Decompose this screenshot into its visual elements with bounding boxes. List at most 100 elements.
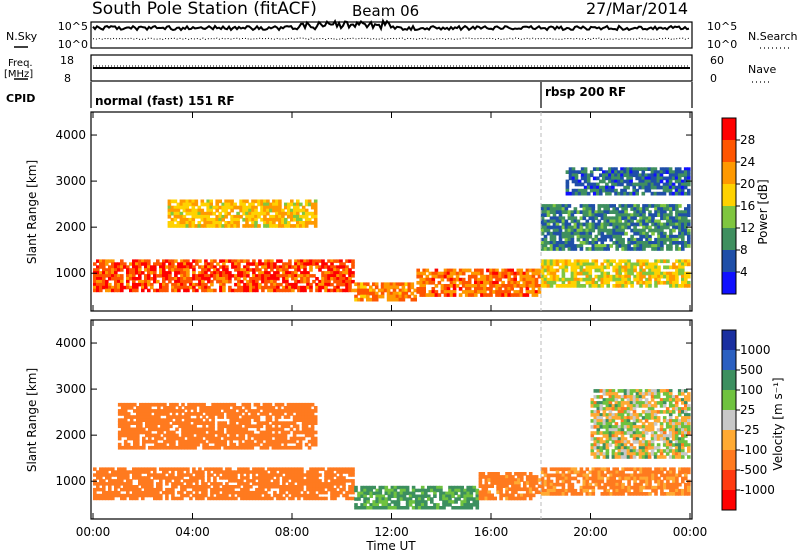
- power-marks-band-5-cell: [660, 231, 664, 236]
- power-marks-band-4-cell: [167, 211, 172, 216]
- power-marks-band-5-cell: [540, 219, 545, 224]
- power-marks-band-5-cell: [684, 228, 688, 233]
- velocity-marks-band-0-cell: [171, 473, 175, 477]
- velocity-marks-band-2-cell: [505, 496, 509, 501]
- power-marks-band-4-cell: [230, 205, 234, 210]
- velocity-marks-band-0-cell: [144, 485, 148, 489]
- power-marks-band-4-cell: [272, 224, 276, 228]
- velocity-marks-band-4-cell: [259, 439, 264, 444]
- power-marks-band-0-cell: [261, 274, 265, 278]
- velocity-marks-band-0-cell: [126, 487, 130, 492]
- power-marks-band-6-cell: [632, 188, 636, 193]
- velocity-marks-band-4-cell: [274, 442, 279, 447]
- power-marks-band-6-cell: [671, 170, 676, 174]
- power-marks-band-6-cell: [626, 191, 630, 196]
- power-marks-band-3-cell: [543, 265, 548, 270]
- velocity-marks-band-4-cell: [196, 402, 200, 407]
- power-marks-band-3-cell: [594, 280, 599, 285]
- power-marks-band-5-cell: [603, 207, 607, 211]
- velocity-marks-band-0-cell: [267, 493, 271, 498]
- power-marks-band-1-cell: [360, 282, 364, 287]
- power-marks-band-5-cell: [540, 222, 545, 227]
- velocity-marks-band-0-cell: [294, 476, 298, 480]
- power-marks-band-3-cell: [588, 265, 593, 270]
- velocity-marks-band-1-cell: [427, 488, 431, 493]
- power-marks-band-4-cell: [304, 214, 309, 219]
- velocity-marks-band-4-cell: [202, 409, 206, 413]
- power-marks-band-0-cell: [309, 259, 313, 263]
- power-marks-band-1-cell: [360, 294, 364, 299]
- velocity-marks-band-1-cell: [475, 503, 480, 507]
- velocity-marks-band-1-cell: [405, 503, 410, 507]
- power-marks-band-0-cell: [267, 265, 271, 269]
- velocity-marks-band-0-cell: [213, 485, 217, 489]
- power-marks-band-4-cell: [296, 199, 300, 204]
- velocity-marks-band-4-cell: [193, 430, 197, 435]
- power-marks-band-3-cell: [630, 284, 634, 288]
- power-marks-band-2-cell: [452, 268, 457, 273]
- power-marks-band-2-cell: [504, 290, 508, 294]
- power-marks-band-3-cell: [642, 262, 646, 267]
- velocity-marks-band-2-cell: [481, 484, 486, 488]
- power-marks-band-5-cell: [585, 219, 590, 224]
- power-marks-band-5-cell: [678, 234, 682, 239]
- power-marks-band-5-cell: [552, 213, 557, 217]
- power-marks-band-6-cell: [647, 173, 652, 178]
- velocity-marks-band-2-cell: [484, 484, 489, 488]
- freq-left-tick-bottom: 8: [64, 72, 71, 85]
- power-marks-band-0-cell: [342, 262, 346, 266]
- velocity-marks-band-0-cell: [168, 479, 172, 483]
- power-marks-band-4-cell: [301, 221, 306, 225]
- velocity-marks-band-1-cell: [430, 497, 434, 501]
- velocity-marks-band-0-cell: [273, 493, 277, 498]
- power-marks-band-5-cell: [612, 204, 616, 208]
- velocity-marks-band-0-cell: [285, 476, 289, 480]
- velocity-marks-band-1-cell: [472, 503, 477, 507]
- velocity-marks-band-4-cell: [163, 406, 167, 410]
- power-marks-band-0-cell: [291, 274, 295, 278]
- velocity-marks-band-3-cell: [570, 467, 575, 472]
- velocity-marks-band-1-cell: [399, 491, 404, 496]
- power-marks-band-5-cell: [597, 210, 602, 214]
- power-marks-band-0-cell: [282, 285, 286, 290]
- velocity-marks-band-1-cell: [375, 491, 379, 496]
- velocity-marks-band-0-cell: [138, 470, 142, 474]
- power-marks-band-0-cell: [336, 271, 340, 275]
- power-marks-band-0-cell: [93, 279, 97, 284]
- velocity-marks-band-0-cell: [276, 473, 280, 477]
- velocity-marks-band-4-cell: [117, 433, 122, 438]
- velocity-marks-band-4-cell: [166, 415, 170, 419]
- power-marks-band-0-cell: [330, 268, 334, 272]
- power-marks-band-0-cell: [303, 268, 307, 272]
- velocity-marks-band-2-cell: [478, 493, 483, 498]
- velocity-marks-band-0-cell: [135, 473, 139, 477]
- power-marks-band-2-cell: [422, 293, 426, 297]
- power-marks-band-3-cell: [669, 277, 673, 282]
- velocity-marks-band-0-cell: [306, 487, 310, 492]
- velocity-marks-band-0-cell: [210, 487, 214, 492]
- velocity-marks-band-4-cell: [163, 402, 167, 407]
- power-marks-band-5-cell: [645, 222, 649, 227]
- power-marks-band-4-cell: [221, 202, 225, 207]
- power-marks-band-0-cell: [105, 285, 109, 290]
- power-marks-band-3-cell: [540, 274, 545, 279]
- velocity-marks-band-4-cell: [151, 424, 155, 429]
- velocity-marks-band-4-cell: [223, 409, 227, 413]
- power-marks-band-0-cell: [186, 279, 190, 284]
- power-marks-band-0-cell: [216, 274, 220, 278]
- power-marks-band-5-cell: [669, 222, 673, 227]
- velocity-marks-band-0-cell: [258, 496, 262, 501]
- power-marks-band-0-cell: [129, 288, 133, 293]
- power-marks-band-0-cell: [252, 282, 256, 287]
- power-marks-band-4-cell: [182, 202, 187, 207]
- power-marks-band-0-cell: [222, 277, 226, 281]
- power-marks-band-6-cell: [623, 170, 627, 174]
- velocity-marks-band-3-cell: [573, 488, 578, 493]
- power-marks-band-0-cell: [138, 259, 142, 263]
- power-marks-band-2-cell: [498, 271, 502, 276]
- power-marks-band-5-cell: [669, 237, 673, 242]
- range-tick-label: 3000: [55, 174, 86, 188]
- velocity-marks-band-2-cell: [496, 490, 500, 495]
- velocity-marks-band-1-cell: [442, 503, 446, 507]
- power-marks-band-2-cell: [537, 290, 542, 294]
